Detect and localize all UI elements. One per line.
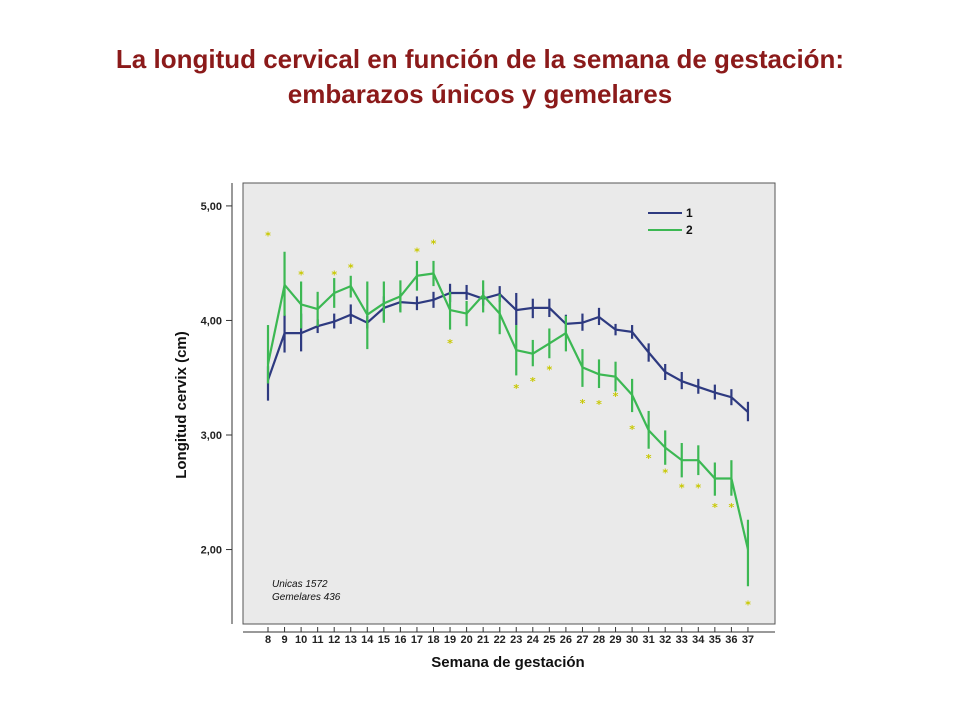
series-layer [266,251,750,587]
x-tick-label: 25 [543,634,555,646]
outlier-marker: * [662,467,668,480]
page-title: La longitud cervical en función de la se… [0,42,960,112]
outlier-marker: * [414,246,420,259]
legend-label-2: 2 [686,223,693,237]
x-tick-label: 27 [576,634,588,646]
x-tick-label: 37 [742,634,754,646]
x-tick-label: 8 [265,634,271,646]
x-tick-label: 31 [643,634,655,646]
outlier-marker: * [613,390,619,403]
title-line-2: embarazos únicos y gemelares [287,79,673,109]
x-tick-label: 22 [494,634,506,646]
x-tick-label: 21 [477,634,489,646]
legend: 1 2 [648,206,693,237]
x-axis-title: Semana de gestación [431,654,584,671]
x-tick-label: 10 [295,634,307,646]
series-2 [266,251,750,587]
x-tick-label: 26 [560,634,572,646]
x-tick-label: 30 [626,634,638,646]
x-tick-label: 19 [444,634,456,646]
x-tick-label: 28 [593,634,605,646]
series-line-1 [266,291,749,413]
x-tick-label: 17 [411,634,423,646]
x-tick-label: 15 [378,634,390,646]
x-tick-label: 32 [659,634,671,646]
outlier-marker: * [265,230,271,243]
title-line-1: La longitud cervical en función de la se… [115,44,845,74]
outlier-marker: * [646,452,652,465]
outlier-marker: * [447,337,453,350]
outlier-marker: * [729,501,735,514]
legend-label-1: 1 [686,206,693,220]
outlier-marker: * [298,268,304,281]
x-tick-label: 35 [709,634,721,646]
outlier-marker: * [513,382,519,395]
y-axis: 2,00 3,00 4,00 5,00 [201,201,232,557]
outlier-marker: * [348,262,354,275]
outlier-marker: * [530,375,536,388]
note-gemelares: Gemelares 436 [272,592,341,603]
x-tick-label: 13 [345,634,357,646]
x-tick-label: 11 [312,634,324,646]
x-tick-label: 34 [692,634,705,646]
note-unicas: Unicas 1572 [272,579,328,590]
outlier-marker: * [546,364,552,377]
outlier-marker: * [431,238,437,251]
x-tick-label: 16 [394,634,406,646]
y-tick-label: 5,00 [201,201,222,213]
x-tick-label: 18 [427,634,439,646]
plot-area [242,182,776,625]
series-line-2 [266,272,750,550]
y-axis-title: Longitud cervix (cm) [173,331,190,479]
x-tick-label: 23 [510,634,522,646]
x-tick-label: 36 [725,634,737,646]
outlier-marker: * [580,397,586,410]
x-tick-label: 14 [361,634,374,646]
outlier-marker: * [596,398,602,411]
x-tick-label: 29 [609,634,621,646]
x-tick-label: 20 [460,634,472,646]
x-axis: 8 9 10 11 12 13 14 15 16 17 18 19 20 21 22 23 24 25 26 27 28… [265,627,754,646]
outlier-marker: * [745,598,751,611]
x-tick-label: 33 [676,634,688,646]
y-tick-label: 2,00 [201,545,222,557]
x-tick-label: 9 [281,634,287,646]
outlier-marker: * [629,423,635,436]
outlier-marker: * [679,482,685,495]
y-tick-label: 4,00 [201,315,222,327]
outlier-layer: * * * * * * * * * * * * * * * * * * * * * [265,230,751,612]
x-tick-label: 24 [527,634,540,646]
outlier-marker: * [695,482,701,495]
outlier-marker: * [331,268,337,281]
x-tick-label: 12 [328,634,340,646]
y-tick-label: 3,00 [201,430,222,442]
outlier-marker: * [712,501,718,514]
